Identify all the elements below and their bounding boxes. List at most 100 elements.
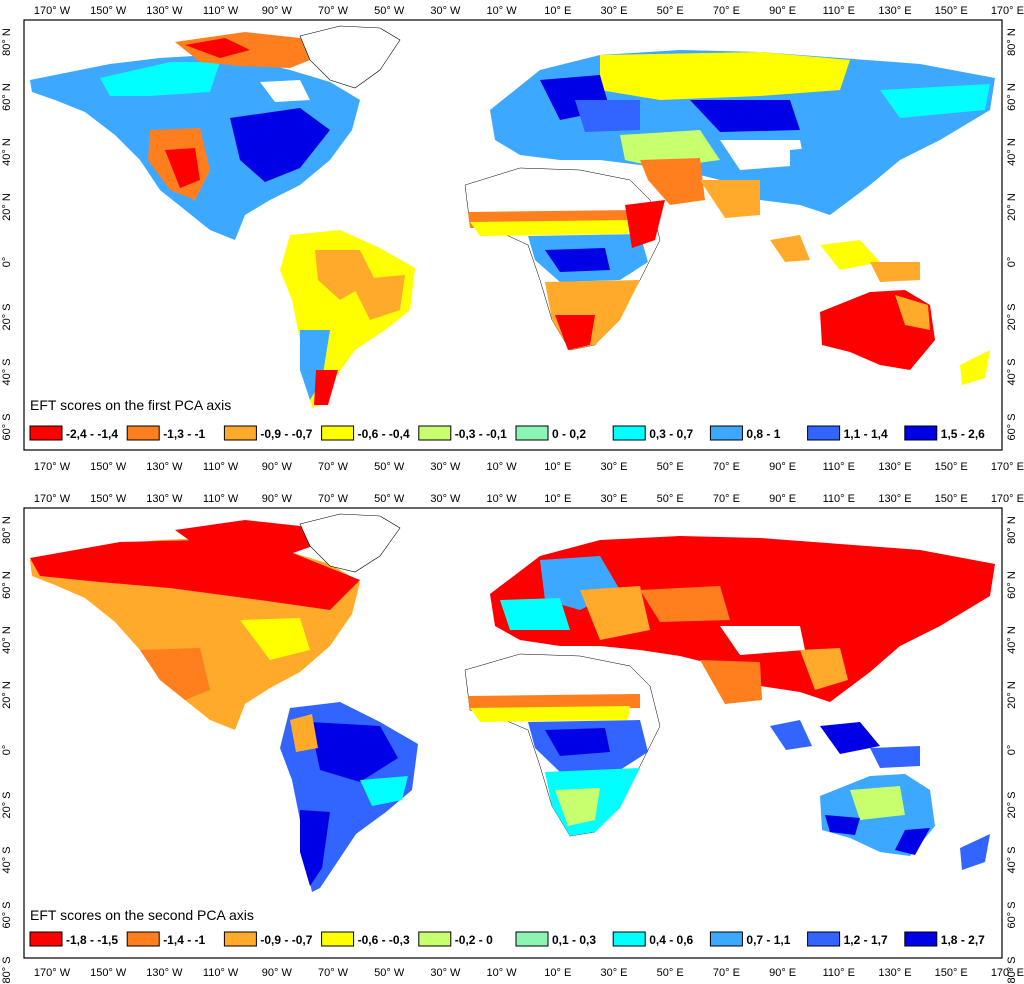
legend-title: EFT scores on the first PCA axis [30, 397, 231, 413]
lat-label: 60° S [1006, 901, 1018, 928]
lon-labels-top: 170° W 150° W 130° W 110° W 90° W 70° W 50° W 3… [34, 493, 1024, 505]
legend-swatch [321, 425, 355, 441]
lon-label: 110° W [203, 461, 239, 473]
lat-label: 60° N [1006, 571, 1018, 599]
landmass-eurasia [490, 50, 995, 218]
lat-label: 20° S [1, 791, 13, 818]
lat-label: 80° N [1006, 28, 1018, 56]
legend-label: -1,4 - -1 [163, 933, 205, 947]
lat-label: 40° S [1006, 846, 1018, 873]
lon-label: 10° E [544, 493, 571, 505]
lat-label: 60° N [1006, 83, 1018, 111]
lon-label: 10° W [487, 5, 518, 17]
legend-label: -0,9 - -0,7 [260, 427, 312, 441]
lat-label: 0° [1006, 745, 1018, 756]
landmass-africa [464, 653, 661, 837]
lat-label: 40° N [1, 626, 13, 654]
legend-swatch [29, 425, 63, 441]
lon-label: 50° E [657, 493, 684, 505]
lon-label: 30° E [600, 493, 627, 505]
lon-label: 70° E [713, 461, 740, 473]
legend-swatch [321, 931, 355, 947]
legend-swatch [807, 425, 841, 441]
lon-label: 130° W [146, 461, 183, 473]
lon-label: 130° W [146, 493, 183, 505]
lon-label: 10° W [487, 493, 518, 505]
legend-label: -1,3 - -1 [163, 427, 205, 441]
lon-label: 90° W [262, 493, 293, 505]
legend-label: 1,2 - 1,7 [844, 933, 888, 947]
lat-label: 60° S [1006, 413, 1018, 440]
lon-label: 130° E [878, 461, 911, 473]
lat-label: 20° S [1006, 791, 1018, 818]
legend-label: -0,2 - 0 [455, 933, 493, 947]
lon-label: 10° E [544, 967, 571, 979]
lon-label: 30° W [430, 5, 461, 17]
lon-label: 70° E [713, 5, 740, 17]
lat-label: 60° S [1, 901, 13, 928]
lon-label: 10° W [487, 967, 518, 979]
lon-label: 150° E [935, 5, 968, 17]
lon-labels-bottom: 170° W 150° W 130° W 110° W 90° W 70° W 50° W 3… [34, 461, 1024, 473]
lon-label: 50° W [374, 493, 405, 505]
lon-label: 110° W [203, 5, 239, 17]
landmass-southeast-asia [770, 720, 920, 768]
lon-label: 70° E [713, 493, 740, 505]
landmass-north-america [30, 520, 360, 730]
legend-label: -0,3 - -0,1 [455, 427, 507, 441]
lon-label: 150° E [935, 461, 968, 473]
lat-label: 0° [1006, 257, 1018, 268]
legend-swatch [515, 931, 549, 947]
legend: -2,4 - -1,4 -1,3 - -1 -0,9 - -0,7 -0,6 - -0… [29, 425, 985, 441]
landmass-eurasia [490, 536, 995, 704]
lat-label: 60° N [1, 571, 13, 599]
lon-label: 90° E [769, 5, 796, 17]
lon-label: 10° E [544, 461, 571, 473]
lon-label: 30° W [430, 493, 461, 505]
lon-label: 70° W [318, 967, 349, 979]
legend-label: 0,1 - 0,3 [552, 933, 596, 947]
legend-label: 0,4 - 0,6 [649, 933, 693, 947]
lon-label: 150° W [90, 967, 127, 979]
lon-label: 110° W [203, 493, 239, 505]
lat-label: 80° N [1, 28, 13, 56]
legend-label: -1,8 - -1,5 [66, 933, 118, 947]
lon-label: 150° E [935, 493, 968, 505]
lon-label: 110° E [823, 5, 855, 17]
lat-label: 20° S [1, 303, 13, 330]
greenland [299, 513, 401, 573]
legend-swatch [126, 425, 160, 441]
map-svg-second-pca: 170° W 150° W 130° W 110° W 90° W 70° W 50° W 3… [1, 493, 1024, 984]
lon-label: 70° E [713, 967, 740, 979]
legend-label: 0 - 0,2 [552, 427, 586, 441]
lat-labels-right: 80° N 60° N 40° N 20° N 0° 20° S 40° S 60° S 80°… [1006, 516, 1018, 983]
lat-label: 0° [1, 257, 13, 268]
lon-label: 90° W [262, 461, 293, 473]
legend-swatch [126, 931, 160, 947]
legend-label: -2,4 - -1,4 [66, 427, 118, 441]
lat-label: 80° N [1, 516, 13, 544]
lat-label: 40° S [1, 358, 13, 385]
map-panel-second-pca: 170° W 150° W 130° W 110° W 90° W 70° W 50° W 3… [0, 490, 1024, 984]
legend-swatch [612, 425, 646, 441]
lon-label: 30° E [600, 461, 627, 473]
lon-label: 50° E [657, 461, 684, 473]
greenland [299, 25, 401, 89]
lat-labels-right: 80° N 60° N 40° N 20° N 0° 20° S 40° S 60° S [1006, 28, 1018, 440]
lon-label: 10° E [544, 5, 571, 17]
lat-label: 20° N [1006, 193, 1018, 221]
legend-swatch [709, 931, 743, 947]
lon-label: 110° W [203, 967, 239, 979]
lat-label: 20° S [1006, 303, 1018, 330]
legend-swatch [418, 425, 452, 441]
legend-swatch [515, 425, 549, 441]
lon-label: 170° E [991, 493, 1024, 505]
legend-label: 1,8 - 2,7 [941, 933, 985, 947]
lon-label: 150° E [935, 967, 968, 979]
lat-labels-left: 80° N 60° N 40° N 20° N 0° 20° S 40° S 60° S [1, 28, 13, 440]
lon-label: 30° W [430, 461, 461, 473]
legend-swatch [418, 931, 452, 947]
legend-label: 0,7 - 1,1 [746, 933, 790, 947]
lon-label: 90° E [769, 493, 796, 505]
lat-label: 0° [1, 745, 13, 756]
